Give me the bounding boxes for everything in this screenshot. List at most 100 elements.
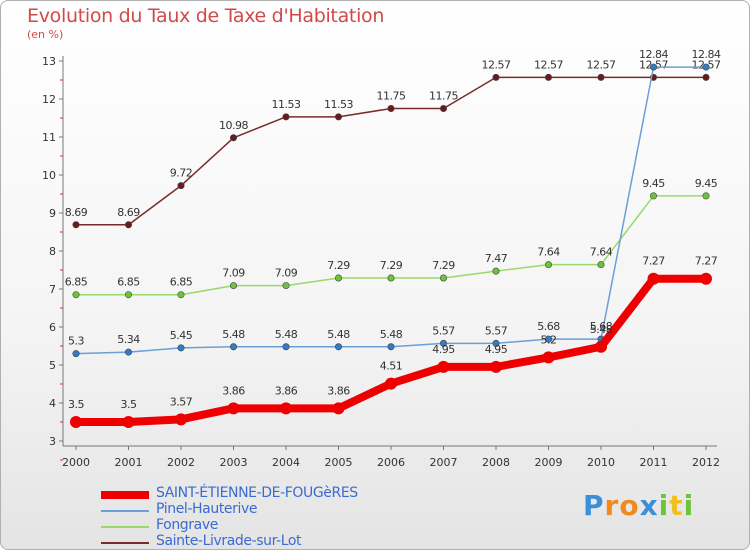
data-point (385, 377, 397, 390)
data-point (490, 360, 502, 373)
y-tick-label: 12 (42, 93, 56, 106)
data-label: 3.5 (68, 398, 84, 411)
data-label: 7.09 (222, 267, 245, 280)
data-label: 6.85 (65, 276, 88, 289)
data-point (72, 291, 80, 299)
data-point (177, 291, 185, 299)
data-point (597, 261, 605, 269)
data-point (125, 348, 133, 356)
data-point (70, 416, 82, 428)
data-label: 12.57 (482, 58, 511, 71)
x-tick-label: 2002 (167, 456, 195, 469)
y-tick-label: 7 (49, 283, 56, 296)
x-tick-label: 2010 (587, 456, 615, 469)
data-label: 9.72 (170, 167, 193, 180)
data-label: 5.68 (590, 320, 613, 333)
y-tick-label: 4 (49, 397, 56, 410)
data-label: 5.2 (541, 333, 557, 346)
data-label: 5.48 (275, 328, 298, 341)
x-tick-label: 2006 (377, 456, 405, 469)
logo-letter: i (658, 489, 670, 522)
data-point (282, 282, 290, 290)
legend-label: SAINT-ÉTIENNE-DE-FOUGèRES (156, 485, 358, 501)
data-label: 4.51 (380, 360, 403, 373)
data-point (332, 402, 345, 415)
data-label: 7.09 (275, 267, 298, 280)
data-label: 9.45 (695, 177, 718, 190)
x-tick-label: 2011 (640, 456, 668, 469)
x-tick-label: 2007 (430, 456, 458, 469)
data-label: 7.29 (380, 259, 403, 272)
data-label: 5.45 (170, 329, 193, 342)
data-label: 4.95 (432, 343, 455, 356)
data-point (230, 343, 238, 351)
data-label: 11.53 (272, 98, 301, 111)
data-label: 8.69 (117, 206, 140, 219)
chart-subtitle: (en %) (27, 28, 64, 41)
y-tick-label: 13 (42, 55, 56, 68)
logo-letter: x (639, 489, 659, 522)
legend-label: Fongrave (156, 517, 218, 533)
data-label: 3.57 (170, 395, 193, 408)
data-label: 5.57 (432, 324, 455, 337)
data-point (542, 351, 555, 364)
x-tick-label: 2001 (115, 456, 143, 469)
data-point (125, 221, 133, 229)
data-label: 3.86 (327, 384, 350, 397)
y-tick-label: 10 (42, 169, 56, 182)
data-point (595, 340, 607, 353)
data-label: 5.57 (485, 324, 508, 337)
x-tick-label: 2004 (272, 456, 300, 469)
data-point (334, 274, 342, 282)
data-label: 11.53 (324, 98, 353, 111)
data-label: 7.29 (432, 259, 455, 272)
data-point (702, 73, 710, 81)
data-point (437, 360, 450, 373)
legend-swatch (101, 542, 149, 544)
x-tick-label: 2012 (692, 456, 720, 469)
data-point (125, 291, 133, 299)
x-tick-label: 2003 (220, 456, 248, 469)
data-label: 7.47 (485, 252, 508, 265)
legend-swatch (101, 526, 149, 528)
data-label: 7.27 (695, 255, 718, 268)
data-point (439, 339, 447, 347)
legend-label: Pinel-Hauterive (156, 501, 258, 517)
logo-letter: t (669, 489, 684, 522)
data-point (334, 343, 342, 351)
data-label: 12.57 (534, 58, 563, 71)
data-label: 8.69 (65, 206, 88, 219)
logo-letter: r (604, 489, 620, 522)
data-label: 10.98 (219, 119, 248, 132)
data-label: 12.57 (587, 58, 616, 71)
x-tick-label: 2009 (535, 456, 563, 469)
data-point (230, 134, 238, 142)
data-point (647, 272, 660, 285)
data-label: 6.85 (170, 276, 193, 289)
data-label: 3.5 (121, 398, 137, 411)
data-label: 3.86 (275, 384, 298, 397)
y-tick-label: 8 (49, 245, 56, 258)
data-point (544, 73, 552, 81)
data-point (492, 73, 500, 81)
data-point (597, 73, 605, 81)
data-point (387, 343, 395, 351)
data-label: 11.75 (377, 90, 406, 103)
data-point (282, 343, 290, 351)
data-label: 7.27 (642, 255, 665, 268)
data-point (492, 339, 500, 347)
data-point (649, 192, 657, 200)
data-label: 5.48 (327, 328, 350, 341)
data-point (175, 413, 187, 426)
data-point (544, 261, 552, 269)
data-point (177, 182, 185, 190)
data-label: 12.84 (692, 48, 721, 61)
data-label: 5.34 (117, 333, 140, 346)
y-tick-label: 5 (49, 359, 56, 372)
data-label: 12.84 (639, 48, 668, 61)
x-tick-label: 2000 (62, 456, 90, 469)
data-label: 5.48 (380, 328, 403, 341)
data-point (544, 335, 552, 343)
data-label: 4.95 (485, 343, 508, 356)
